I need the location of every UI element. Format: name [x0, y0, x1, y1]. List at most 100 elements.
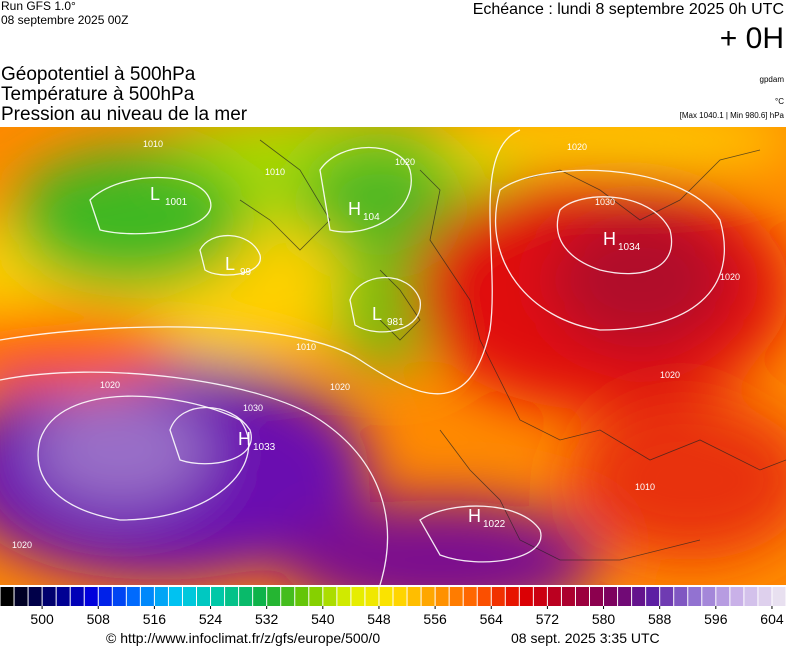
colorbar-swatch — [225, 587, 239, 606]
colorbar-swatch — [604, 587, 618, 606]
colorbar-tick-label: 548 — [367, 611, 391, 627]
colorbar-swatch — [491, 587, 505, 606]
colorbar-tick-label: 588 — [648, 611, 672, 627]
center-letter: L — [225, 254, 235, 274]
center-letter: H — [348, 199, 361, 219]
isobar-label: 1020 — [330, 382, 350, 392]
colorbar-swatch — [618, 587, 632, 606]
colorbar-swatch — [337, 587, 351, 606]
footer-time: 08 sept. 2025 3:35 UTC — [511, 630, 660, 646]
field-label: Pression au niveau de la mer — [1, 104, 248, 125]
unit-label: °C — [775, 97, 784, 106]
colorbar-swatch — [197, 587, 211, 606]
colorbar-tick-label: 580 — [592, 611, 616, 627]
colorbar-swatch — [590, 587, 604, 606]
isobar-label: 1020 — [100, 380, 120, 390]
center-value: 1001 — [165, 197, 188, 208]
colorbar-swatch — [758, 587, 772, 606]
colorbar-swatch — [379, 587, 393, 606]
colorbar-tick-label: 564 — [480, 611, 504, 627]
colorbar-swatch — [323, 587, 337, 606]
center-letter: H — [238, 429, 251, 449]
colorbar-tick-label: 508 — [87, 611, 111, 627]
colorbar-swatch — [575, 587, 589, 606]
center-value: 1034 — [618, 242, 641, 253]
isobar-label: 1010 — [265, 167, 285, 177]
colorbar-swatch — [632, 587, 646, 606]
colorbar-swatch — [112, 587, 126, 606]
field-label: Géopotentiel à 500hPa — [1, 64, 196, 85]
colorbar-swatch — [716, 587, 730, 606]
colorbar-swatch — [42, 587, 56, 606]
run-label: Run GFS 1.0° — [1, 0, 76, 13]
center-letter: L — [150, 184, 160, 204]
colorbar-swatch — [14, 587, 28, 606]
colorbar-swatch — [126, 587, 140, 606]
colorbar-swatch — [365, 587, 379, 606]
colorbar-tick-label: 500 — [30, 611, 54, 627]
isobar-label: 1010 — [143, 139, 163, 149]
colorbar-swatch — [295, 587, 309, 606]
colorbar-swatch — [267, 587, 281, 606]
colorbar-swatch — [674, 587, 688, 606]
isobar-label: 1020 — [720, 272, 740, 282]
isobar-label: 1020 — [567, 142, 587, 152]
offset: + 0H — [720, 22, 784, 55]
center-value: 1033 — [253, 442, 276, 453]
colorbar-swatch — [463, 587, 477, 606]
isobar-label: 1020 — [395, 157, 415, 167]
center-value: 1022 — [483, 519, 506, 530]
colorbar-swatch — [449, 587, 463, 606]
unit-label: gpdam — [760, 75, 785, 84]
colorbar-swatch — [182, 587, 196, 606]
colorbar-swatch — [0, 587, 14, 606]
center-value: 99 — [240, 267, 252, 278]
colorbar-swatch — [744, 587, 758, 606]
colorbar-tick-label: 572 — [536, 611, 560, 627]
colorbar-swatch — [28, 587, 42, 606]
isobar-label: 1010 — [635, 482, 655, 492]
colorbar-swatch — [646, 587, 660, 606]
colorbar-swatch — [772, 587, 786, 606]
center-value: 104 — [363, 212, 380, 223]
unit-label: [Max 1040.1 | Min 980.6] hPa — [680, 111, 785, 120]
colorbar-swatch — [70, 587, 84, 606]
isobar-label: 1020 — [12, 540, 32, 550]
colorbar-swatch — [421, 587, 435, 606]
colorbar-swatch — [239, 587, 253, 606]
colorbar-swatch — [660, 587, 674, 606]
colorbar-swatch — [84, 587, 98, 606]
center-letter: H — [603, 229, 616, 249]
colorbar-tick-label: 516 — [143, 611, 167, 627]
colorbar-swatch — [253, 587, 267, 606]
colorbar-swatch — [309, 587, 323, 606]
colorbar-swatch — [168, 587, 182, 606]
colorbar-swatch — [211, 587, 225, 606]
run-date: 08 septembre 2025 00Z — [1, 13, 128, 27]
colorbar-swatch — [561, 587, 575, 606]
source-url: © http://www.infoclimat.fr/z/gfs/europe/… — [106, 630, 380, 646]
isobar-label: 1020 — [660, 370, 680, 380]
colorbar-swatch — [519, 587, 533, 606]
map-field — [0, 127, 786, 585]
colorbar-swatch — [505, 587, 519, 606]
isobar-label: 1030 — [243, 403, 263, 413]
colorbar-swatch — [281, 587, 295, 606]
colorbar-swatch — [56, 587, 70, 606]
echeance: Echéance : lundi 8 septembre 2025 0h UTC — [473, 1, 784, 18]
colorbar: 500 508 516 524 532 540 548 556 564 572 580 588 596 6… — [0, 587, 786, 627]
isobar-label: 1030 — [595, 197, 615, 207]
colorbar-swatch — [154, 587, 168, 606]
colorbar-tick-label: 604 — [760, 611, 784, 627]
field-label: Température à 500hPa — [1, 84, 195, 105]
colorbar-tick-label: 524 — [199, 611, 223, 627]
colorbar-tick-label: 556 — [423, 611, 447, 627]
colorbar-swatch — [730, 587, 744, 606]
colorbar-tick-label: 596 — [704, 611, 728, 627]
colorbar-swatch — [547, 587, 561, 606]
colorbar-swatch — [351, 587, 365, 606]
colorbar-swatch — [393, 587, 407, 606]
center-value: 981 — [387, 317, 404, 328]
